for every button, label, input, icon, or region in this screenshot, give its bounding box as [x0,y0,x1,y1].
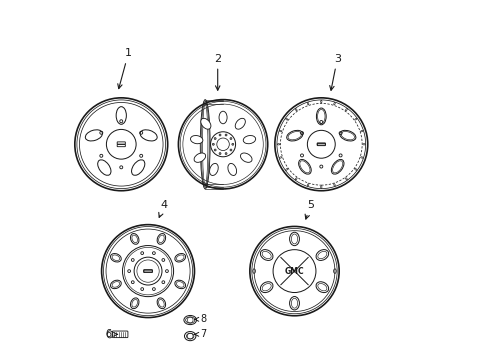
Ellipse shape [209,163,218,175]
Ellipse shape [243,135,255,144]
Circle shape [229,149,231,151]
Text: 8: 8 [194,314,206,324]
Circle shape [214,149,216,151]
Text: 3: 3 [329,54,340,90]
Circle shape [214,138,216,140]
Circle shape [231,143,233,145]
Text: 2: 2 [214,54,221,90]
Ellipse shape [110,253,121,262]
Ellipse shape [131,160,144,175]
Ellipse shape [98,160,111,175]
Ellipse shape [194,153,205,162]
Circle shape [229,138,231,140]
Ellipse shape [260,282,272,293]
Ellipse shape [130,298,139,309]
Ellipse shape [175,280,185,289]
Ellipse shape [315,282,328,293]
Ellipse shape [190,135,203,144]
Ellipse shape [240,153,251,162]
Ellipse shape [260,249,272,260]
Ellipse shape [219,111,226,124]
Text: 6: 6 [105,329,118,339]
Ellipse shape [157,298,165,309]
Text: 7: 7 [194,329,206,339]
Ellipse shape [235,118,245,129]
Ellipse shape [227,163,236,175]
Text: 1: 1 [118,48,132,89]
Circle shape [219,153,221,154]
Ellipse shape [289,232,299,246]
Ellipse shape [331,159,343,174]
Ellipse shape [116,107,126,124]
Ellipse shape [85,130,102,141]
Circle shape [224,134,226,136]
Ellipse shape [316,108,325,125]
Text: 4: 4 [159,200,167,217]
Circle shape [212,143,214,145]
Ellipse shape [130,234,139,244]
Ellipse shape [315,249,328,260]
Ellipse shape [289,297,299,310]
Ellipse shape [140,130,157,141]
Ellipse shape [201,118,210,129]
Ellipse shape [110,280,121,289]
Text: 5: 5 [305,200,313,219]
Ellipse shape [286,130,302,141]
Ellipse shape [339,130,355,141]
Circle shape [224,153,226,154]
Ellipse shape [298,159,310,174]
Circle shape [219,134,221,136]
Ellipse shape [175,253,185,262]
Ellipse shape [157,234,165,244]
Text: GMC: GMC [284,267,304,276]
